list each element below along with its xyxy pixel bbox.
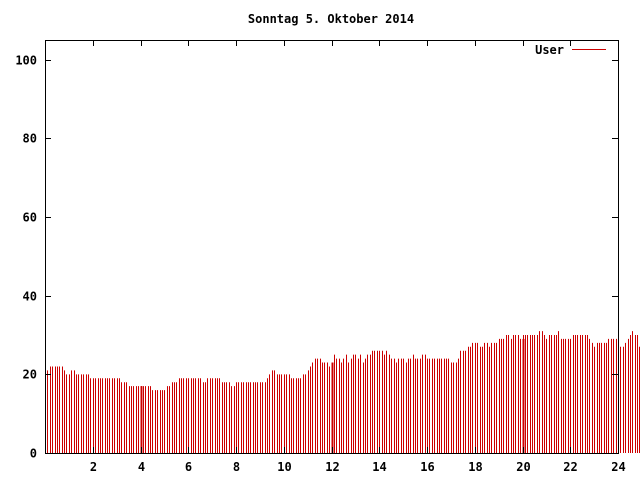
chart-title: Sonntag 5. Oktober 2014 bbox=[248, 12, 414, 26]
y-tick-label: 0 bbox=[30, 447, 37, 461]
x-tick-label: 10 bbox=[277, 460, 291, 474]
x-tick-label: 12 bbox=[325, 460, 339, 474]
legend: User bbox=[535, 43, 606, 57]
y-tick-label: 20 bbox=[23, 368, 37, 382]
y-tick-label: 60 bbox=[23, 211, 37, 225]
y-axis: 0 20 40 60 80 100 bbox=[15, 54, 618, 461]
y-tick-label: 100 bbox=[15, 54, 37, 68]
x-tick-label: 18 bbox=[468, 460, 482, 474]
x-tick-label: 22 bbox=[563, 460, 577, 474]
y-tick-label: 40 bbox=[23, 290, 37, 304]
legend-label-user: User bbox=[535, 43, 564, 57]
x-tick-label: 14 bbox=[372, 460, 386, 474]
x-tick-label: 24 bbox=[611, 460, 625, 474]
marker-bars bbox=[140, 338, 525, 453]
x-tick-label: 20 bbox=[516, 460, 530, 474]
x-tick-label: 16 bbox=[420, 460, 434, 474]
x-tick-label: 2 bbox=[90, 460, 97, 474]
x-axis: 2 4 6 8 10 12 14 16 18 20 22 24 bbox=[90, 40, 626, 474]
x-tick-label: 4 bbox=[138, 460, 145, 474]
x-tick-label: 6 bbox=[185, 460, 192, 474]
x-tick-label: 8 bbox=[233, 460, 240, 474]
y-tick-label: 80 bbox=[23, 132, 37, 146]
